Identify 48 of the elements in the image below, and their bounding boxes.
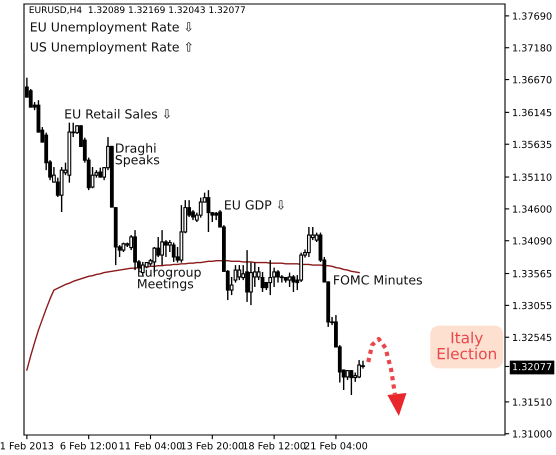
candlestick bbox=[245, 249, 249, 303]
x-tick-label: 13 Feb 20:00 bbox=[181, 442, 244, 450]
candlestick bbox=[268, 259, 272, 296]
y-tick-label: 1.31510 bbox=[513, 398, 552, 406]
y-tick-label: 1.36670 bbox=[513, 76, 552, 84]
y-tick-label: 1.37690 bbox=[513, 12, 552, 20]
y-tick-label: 1.36145 bbox=[513, 108, 552, 116]
x-tick-label: 6 Feb 12:00 bbox=[60, 442, 117, 450]
y-tick-label: 1.34090 bbox=[513, 237, 552, 245]
y-tick-label: 1.33055 bbox=[513, 302, 552, 310]
y-tick-label: 1.32077 bbox=[513, 362, 552, 370]
annotation: EU GDP ⇩ bbox=[225, 200, 284, 210]
candlestick bbox=[276, 269, 280, 284]
y-tick-label: 1.31000 bbox=[513, 430, 552, 438]
text: Italy Election bbox=[438, 332, 496, 360]
candlestick bbox=[288, 272, 292, 288]
candlestick bbox=[122, 242, 126, 253]
candlestick bbox=[346, 369, 350, 381]
candlestick bbox=[28, 88, 33, 108]
candlestick bbox=[249, 262, 253, 306]
annotation: US Unemployment Rate ⇧ bbox=[30, 42, 192, 54]
y-tick-label: 1.32545 bbox=[513, 334, 552, 342]
y-tick-label: 1.33565 bbox=[513, 270, 552, 278]
x-tick-label: 21 Feb 04:00 bbox=[304, 442, 368, 450]
candlestick bbox=[349, 369, 354, 396]
candlestick bbox=[237, 264, 242, 281]
candlestick bbox=[260, 271, 264, 293]
candlestick bbox=[172, 242, 176, 263]
candlestick bbox=[306, 226, 311, 258]
candlestick bbox=[292, 274, 296, 293]
annotation: Eurogroup Meetings bbox=[138, 268, 201, 291]
candlestick bbox=[357, 359, 362, 379]
x-tick-label: 18 Feb 12:00 bbox=[243, 442, 306, 450]
annotation: Draghi Speaks bbox=[116, 143, 160, 167]
annotation: EU Retail Sales ⇩ bbox=[65, 108, 170, 119]
x-tick-label: 11 Feb 04:00 bbox=[120, 442, 182, 450]
y-tick-label: 1.34600 bbox=[513, 205, 552, 213]
candlestick bbox=[206, 189, 210, 233]
candlestick bbox=[198, 196, 203, 218]
annotation: EU Unemployment Rate ⇩ bbox=[30, 22, 192, 34]
y-tick-label: 1.35635 bbox=[513, 140, 552, 148]
chart-title: EURUSD,H4 1.32089 1.32169 1.32043 1.32077 bbox=[30, 6, 245, 14]
y-tick-label: 1.35110 bbox=[513, 174, 552, 181]
y-tick-label: 1.37180 bbox=[513, 44, 552, 52]
annotation: FOMC Minutes bbox=[334, 274, 422, 285]
candlestick bbox=[160, 229, 164, 266]
candlestick bbox=[164, 239, 168, 258]
x-tick-label: 1 Feb 2013 bbox=[0, 442, 54, 450]
